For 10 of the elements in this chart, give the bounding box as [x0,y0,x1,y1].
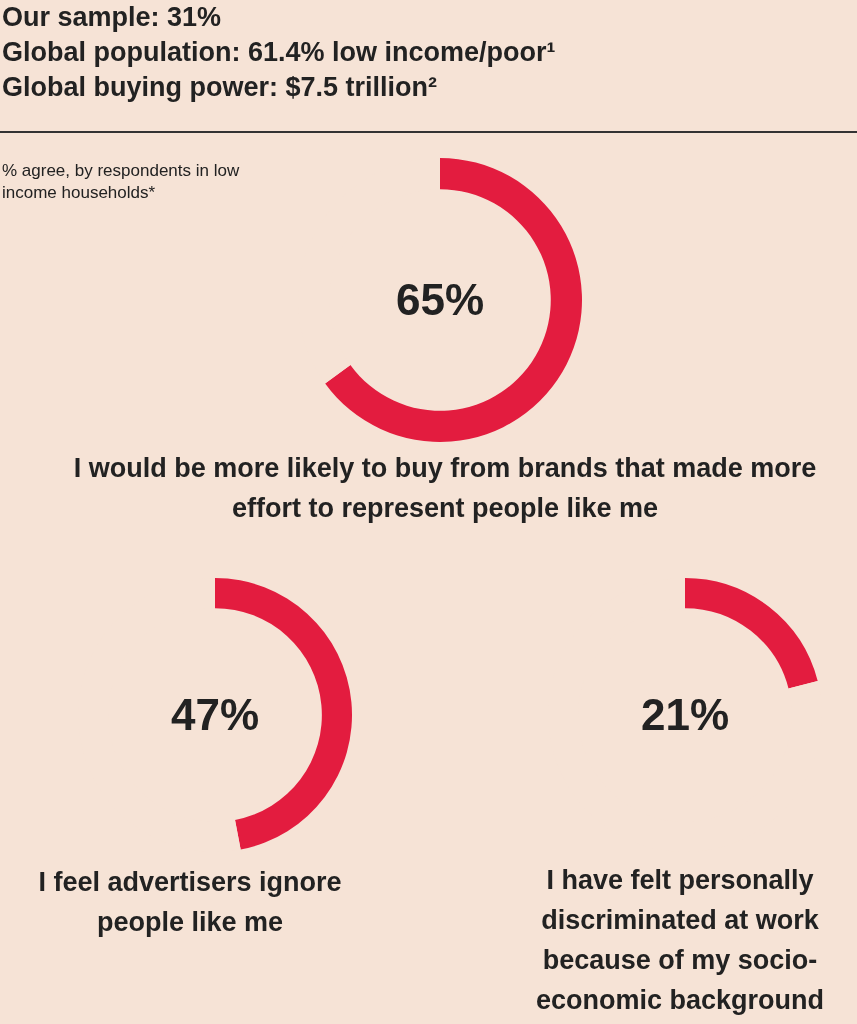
data-label: 47% [170,690,260,740]
text: I would be more likely to buy from brands that made more effort to represent people like me [72,452,818,525]
text: I feel advertisers ignore people like me [37,866,343,939]
text: Global buying power: $7.5 trillion² [1,71,439,104]
text: % agree, by respondents in low income households* [2,160,241,204]
text: Global population: 61.4% low income/poor¹ [1,36,557,69]
data-label: 65% [395,275,485,325]
text: Our sample: 31% [1,1,223,34]
data-label: 21% [640,690,730,740]
text: I have felt personally discriminated at work because of my socio-economic background [534,864,826,1017]
